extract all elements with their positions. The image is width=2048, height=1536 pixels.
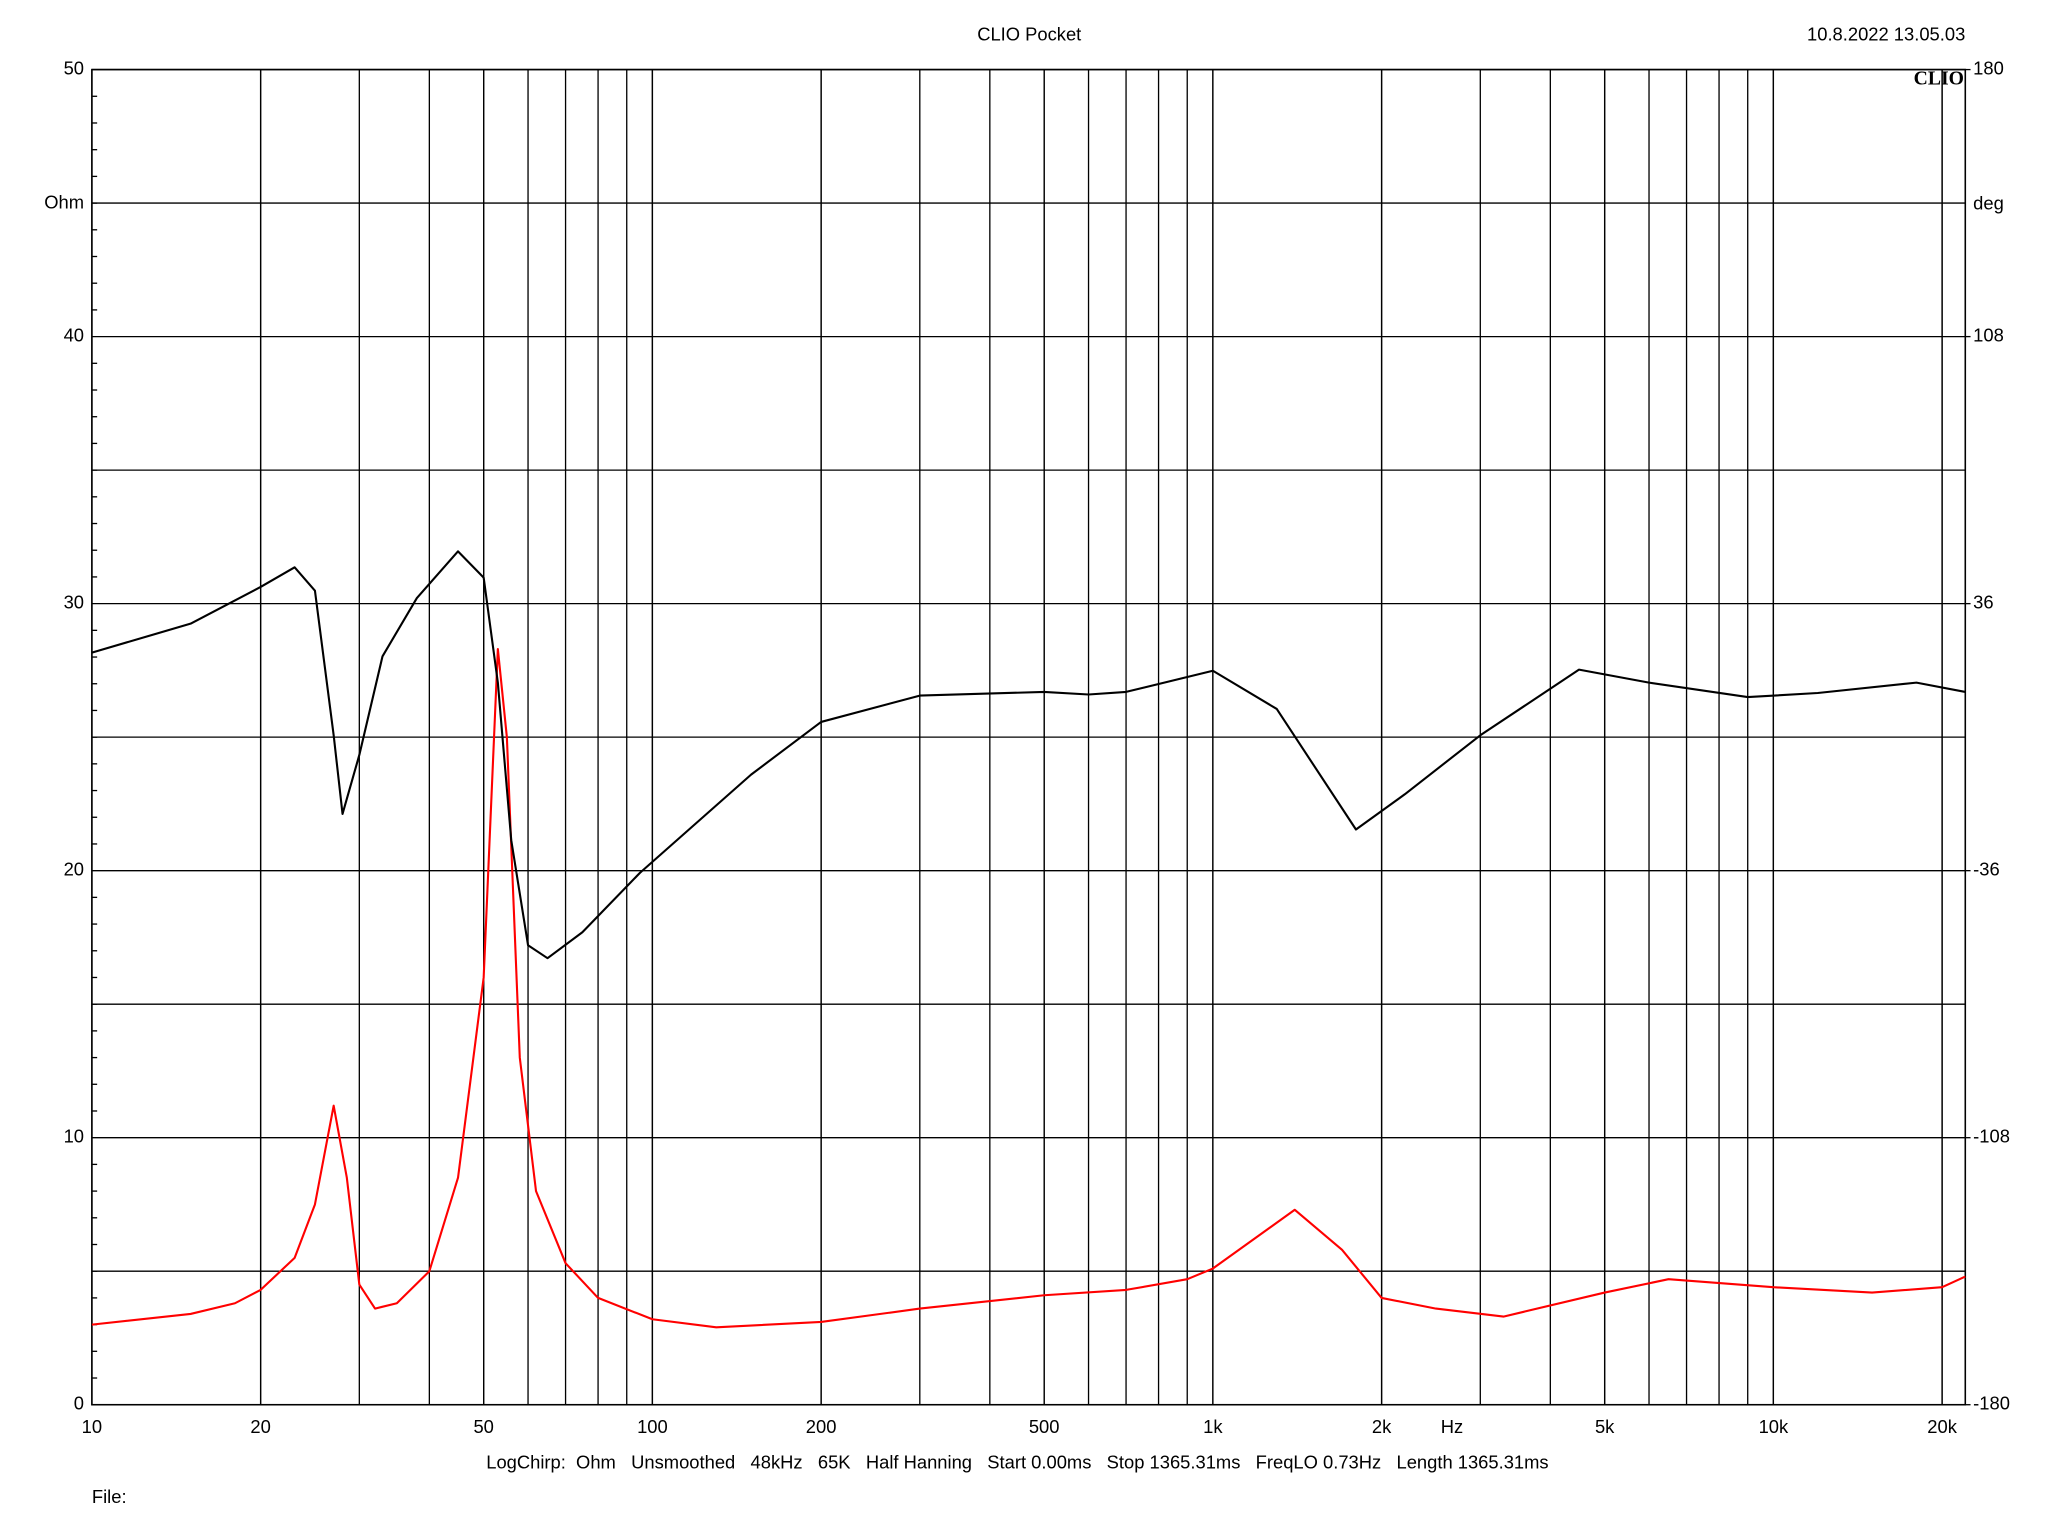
x-tick-label: 100 [637,1416,668,1437]
x-tick-label: 200 [806,1416,837,1437]
y2-tick-label: 180 [1973,57,2004,78]
y-tick-label: 20 [64,859,84,880]
logo: CLIO [1914,68,1964,90]
x-tick-label: 5k [1595,1416,1615,1437]
x-tick-label: 10k [1759,1416,1789,1437]
y2-tick-label: -36 [1973,859,2000,880]
y-tick-label: 50 [64,57,84,78]
settings-line: LogChirp: Ohm Unsmoothed 48kHz 65K Half … [486,1452,1548,1473]
chart-title: CLIO Pocket [977,23,1081,44]
x-tick-label: 20 [250,1416,270,1437]
x-tick-label: 10 [82,1416,102,1437]
timestamp: 10.8.2022 13.05.03 [1807,23,1965,44]
y-tick-label: 0 [74,1393,84,1414]
file-label: File: [92,1486,127,1507]
x-tick-label: 2k [1372,1416,1392,1437]
y2-tick-label: 36 [1973,591,1993,612]
x-tick-label: 20k [1927,1416,1957,1437]
x-tick-label: 50 [473,1416,493,1437]
x-tick-label: 500 [1029,1416,1060,1437]
series-line [91,647,1966,1329]
y2-unit: deg [1973,193,2004,214]
y-tick-label: 40 [64,324,84,345]
plot-frame [91,68,1967,1406]
y-unit: Ohm [44,191,84,212]
y2-tick-label: 108 [1973,324,2004,345]
x-tick-label: 1k [1203,1416,1223,1437]
y-tick-label: 10 [64,1126,84,1147]
y2-tick-label: -108 [1973,1126,2010,1147]
x-unit: Hz [1441,1416,1463,1437]
y-tick-label: 30 [64,591,84,612]
y2-tick-label: -180 [1973,1393,2010,1414]
series-line [91,550,1966,960]
